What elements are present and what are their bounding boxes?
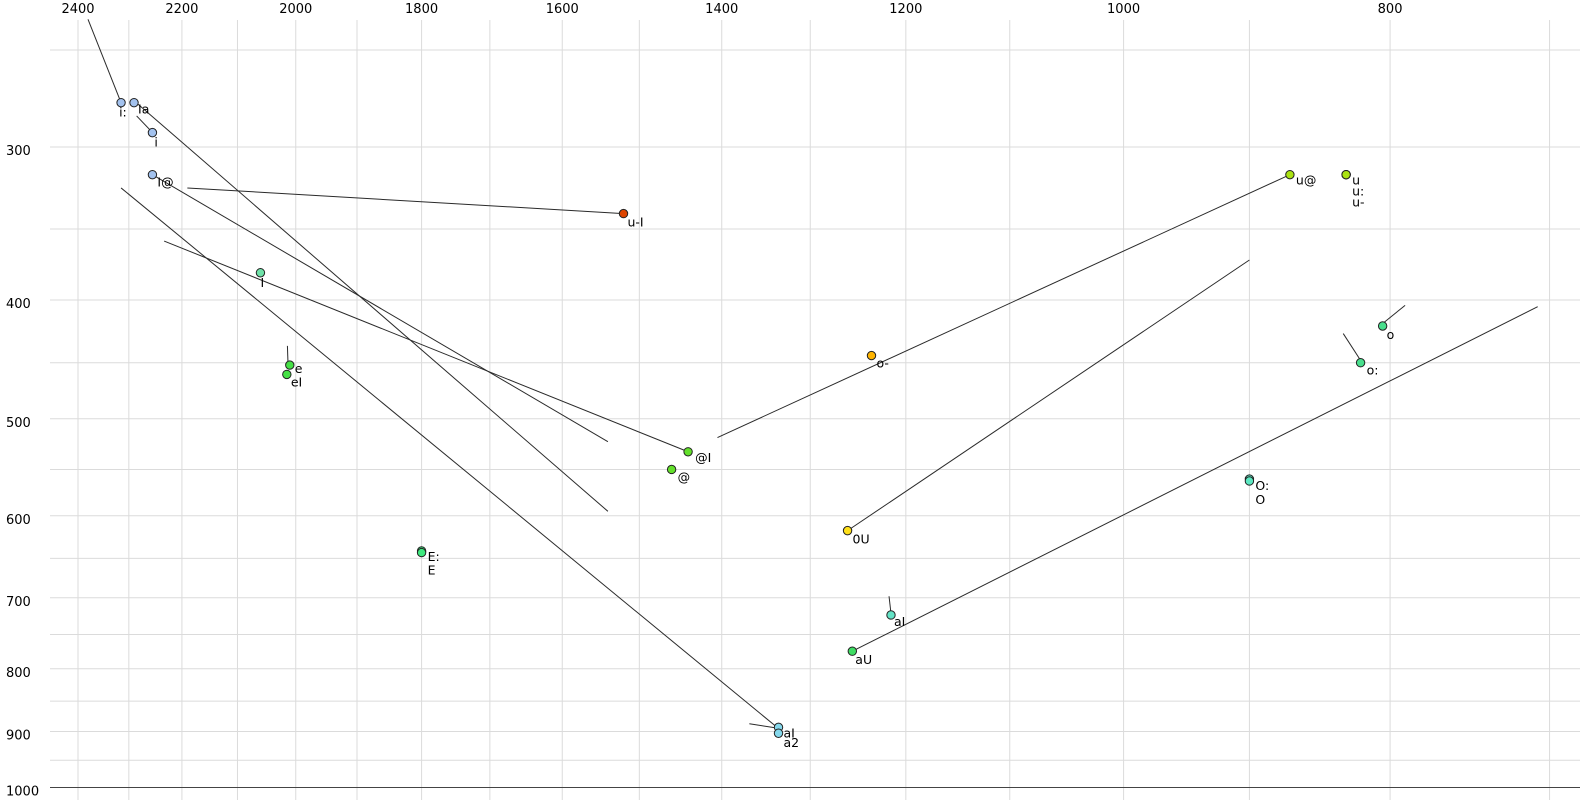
- point-label-o-: o-: [876, 356, 888, 371]
- data-point-I: [255, 268, 266, 278]
- point-label-E:: E:: [428, 549, 440, 564]
- data-point-aI: [886, 610, 896, 620]
- data-point-o:: [1355, 358, 1366, 368]
- point-label-u@: u@: [1296, 173, 1316, 188]
- point-label-aU: aU: [855, 652, 872, 667]
- data-point-0U: [842, 525, 853, 536]
- y-tick-label-500: 500: [6, 416, 31, 431]
- data-point-Ia: [129, 97, 139, 108]
- point-label-@: @: [678, 469, 691, 484]
- point-label-a2: a2: [784, 735, 800, 750]
- trajectory-i:-tail: [87, 19, 122, 103]
- y-tick-label-700: 700: [6, 595, 31, 610]
- trajectory-o-tick: [1380, 304, 1406, 326]
- trajectory-I@-glide: [152, 174, 609, 443]
- point-label-u:: u:: [1352, 184, 1364, 199]
- data-point-u-: [1341, 169, 1351, 180]
- data-point-i:: [116, 97, 126, 108]
- point-label-O: O: [1255, 492, 1265, 507]
- point-label-o:: o:: [1367, 363, 1379, 378]
- trajectory-Ia-glide: [133, 100, 609, 512]
- data-point-E: [416, 547, 427, 558]
- data-point-eI: [282, 369, 292, 380]
- point-label-o: o: [1387, 327, 1395, 342]
- trajectory-@I-glide: [163, 240, 689, 453]
- data-point-o-: [866, 350, 877, 361]
- point-label-u: u: [1352, 173, 1360, 188]
- trajectory-i-tail: [136, 115, 152, 132]
- point-label-O:: O:: [1255, 478, 1269, 493]
- x-tick-label-2000: 2000: [279, 2, 312, 17]
- point-label-i: i: [154, 135, 157, 150]
- trajectory-o:-tick: [1342, 333, 1362, 361]
- x-tick-label-1800: 1800: [405, 2, 438, 17]
- data-point-e: [285, 360, 295, 370]
- x-tick-label-2200: 2200: [165, 2, 198, 17]
- data-point-a2: [773, 728, 784, 738]
- point-label-0U: 0U: [853, 532, 870, 547]
- trajectory-0U-glide: [847, 259, 1250, 532]
- point-label-u-I: u-I: [628, 215, 644, 230]
- data-point-u@: [1285, 169, 1295, 180]
- y-tick-label-400: 400: [6, 297, 31, 312]
- trajectory-a2-glide: [120, 187, 779, 729]
- point-label-u-: u-: [1352, 195, 1364, 210]
- point-label-aI: aI: [784, 725, 795, 740]
- point-label-I@: I@: [157, 175, 173, 190]
- data-point-u-I: [618, 208, 629, 219]
- y-tick-label-600: 600: [6, 513, 31, 528]
- point-label-I: I: [260, 275, 264, 290]
- point-label-E: E: [428, 563, 436, 578]
- x-tick-label-1400: 1400: [705, 2, 738, 17]
- trajectory-u-I-glide: [187, 187, 624, 215]
- point-label-@I: @I: [695, 450, 711, 465]
- point-label-i:: i:: [119, 105, 127, 120]
- point-label-Ia: Ia: [138, 102, 149, 117]
- data-point-o: [1377, 321, 1388, 331]
- data-point-aU: [847, 646, 858, 656]
- trajectory-aU-glide: [852, 306, 1538, 652]
- data-point-@I: [683, 447, 693, 457]
- x-tick-label-1000: 1000: [1107, 2, 1140, 17]
- y-tick-label-300: 300: [6, 144, 31, 159]
- data-point-@: [666, 464, 677, 475]
- x-tick-label-1200: 1200: [889, 2, 922, 17]
- y-tick-label-800: 800: [6, 666, 31, 681]
- data-point-I@: [147, 169, 158, 180]
- point-label-eI: eI: [291, 374, 302, 389]
- y-tick-label-900: 900: [6, 728, 31, 743]
- point-label-e: e: [295, 361, 303, 376]
- point-label-aI: aI: [894, 614, 905, 629]
- y-tick-label-1000: 1000: [6, 785, 39, 800]
- data-point-i: [147, 127, 158, 138]
- x-tick-label-800: 800: [1378, 2, 1403, 17]
- trajectory-u@-glide: [717, 174, 1291, 439]
- data-point-O: [1244, 476, 1255, 486]
- trajectory-a2-hook: [749, 723, 776, 729]
- x-tick-label-2400: 2400: [61, 2, 94, 17]
- x-tick-label-1600: 1600: [546, 2, 579, 17]
